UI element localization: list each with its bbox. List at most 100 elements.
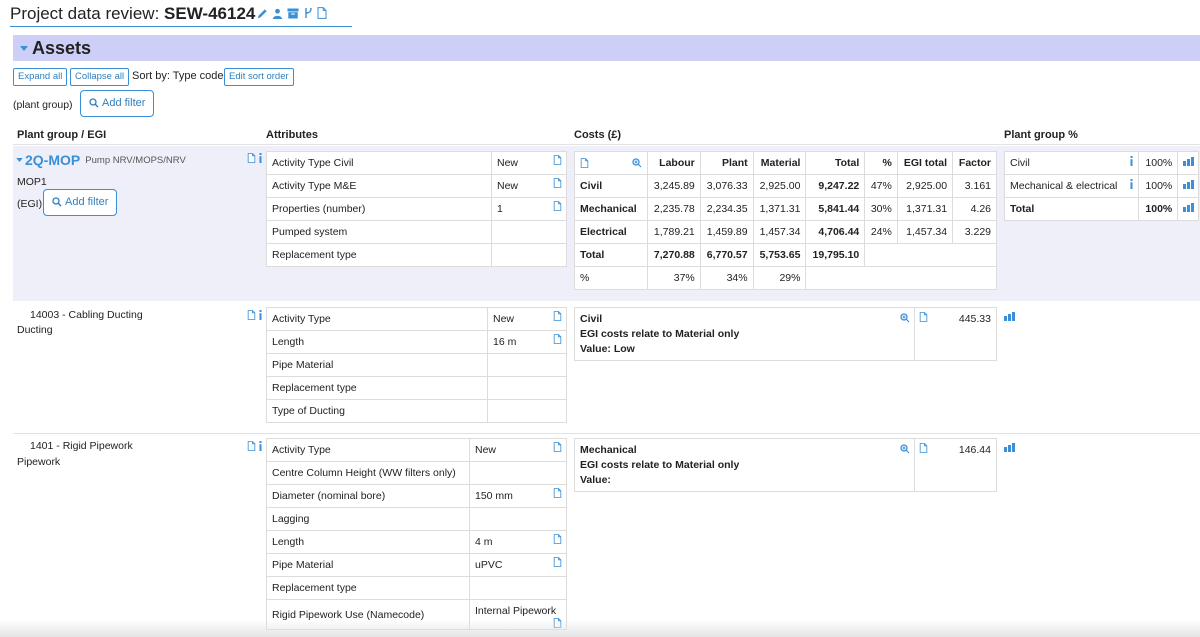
table-row: Activity Type New <box>266 438 567 462</box>
document-icon[interactable] <box>553 334 562 344</box>
table-row: Replacement type <box>266 576 567 600</box>
archive-icon[interactable] <box>287 8 299 19</box>
egi-filter-label: (EGI) <box>17 198 43 210</box>
cost-value: 445.33 <box>958 313 991 325</box>
table-row: Properties (number) 1 <box>266 197 567 221</box>
group-sub-label: MOP1 <box>17 176 47 188</box>
search-icon <box>52 197 62 207</box>
expand-all-button[interactable]: Expand all <box>13 68 68 86</box>
chart-icon[interactable] <box>1183 203 1194 212</box>
table-row: Mechanical & electrical 100% <box>1004 174 1199 198</box>
group-code[interactable]: 2Q-MOP <box>25 152 81 168</box>
egi-add-filter-button[interactable]: Add filter <box>43 189 118 216</box>
sort-by-label: Sort by: Type code <box>132 70 224 82</box>
document-icon[interactable] <box>553 442 562 452</box>
cost-note: Civil EGI costs relate to Material only … <box>580 313 740 355</box>
info-icon[interactable] <box>258 153 263 164</box>
document-icon[interactable] <box>553 311 562 321</box>
document-icon[interactable] <box>553 155 562 165</box>
group-description: Pump NRV/MOPS/NRV <box>85 154 186 166</box>
document-icon[interactable] <box>553 201 562 211</box>
item-title[interactable]: 14003 - Cabling Ducting <box>30 309 143 321</box>
table-row: Total 7,270.88 6,770.57 5,753.65 19,795.… <box>574 243 997 267</box>
table-row: Length 16 m <box>266 330 567 354</box>
plant-group-filter-label: (plant group) <box>13 99 73 111</box>
search-icon <box>89 98 99 108</box>
chart-icon[interactable] <box>1004 312 1015 321</box>
costs-table: Labour Plant Material Total % EGI total … <box>574 151 997 290</box>
item-cost-table: Mechanical EGI costs relate to Material … <box>574 438 997 492</box>
document-icon[interactable] <box>580 158 589 169</box>
table-row: Replacement type <box>266 243 567 267</box>
table-row: Pipe Material uPVC <box>266 553 567 577</box>
table-row: Length 4 m <box>266 530 567 554</box>
document-icon[interactable] <box>247 153 256 164</box>
document-icon[interactable] <box>553 178 562 188</box>
edit-sort-order-button[interactable]: Edit sort order <box>224 68 294 86</box>
collapse-all-button[interactable]: Collapse all <box>70 68 130 86</box>
table-row: Mechanical 2,235.78 2,234.35 1,371.31 5,… <box>574 197 997 221</box>
column-header-plant-group: Plant group / EGI <box>17 129 107 141</box>
chart-icon[interactable] <box>1004 443 1015 452</box>
item-attributes-table: Activity Type New Centre Column Height (W… <box>266 438 567 630</box>
table-row: Activity Type M&E New <box>266 174 567 198</box>
table-row: Civil 3,245.89 3,076.33 2,925.00 9,247.2… <box>574 174 997 198</box>
document-icon[interactable] <box>553 488 562 498</box>
column-header-attributes: Attributes <box>266 129 318 141</box>
item-icons <box>245 309 263 321</box>
document-icon[interactable] <box>919 312 928 322</box>
item-title[interactable]: 1401 - Rigid Pipework <box>30 440 133 452</box>
table-row: Civil 100% <box>1004 151 1199 175</box>
cost-note: Mechanical EGI costs relate to Material … <box>580 444 740 486</box>
group-attributes-table: Activity Type Civil New Activity Type M&E… <box>266 151 567 267</box>
info-icon[interactable] <box>1129 156 1134 166</box>
plant-group-pct-table: Civil 100% Mechanical & electrical 100% … <box>1004 151 1199 221</box>
item-icons <box>245 440 263 452</box>
table-row: Total 100% <box>1004 197 1199 221</box>
table-row: Replacement type <box>266 376 567 400</box>
zoom-in-icon[interactable] <box>900 444 910 454</box>
info-icon[interactable] <box>1129 179 1134 189</box>
header-divider <box>13 144 1200 145</box>
document-icon[interactable] <box>919 443 928 453</box>
document-icon[interactable] <box>317 7 327 19</box>
info-icon[interactable] <box>258 441 263 452</box>
caret-down-icon[interactable] <box>16 158 23 162</box>
page-title: Project data review: SEW-46124 <box>10 4 256 23</box>
page-title-bar: Project data review: SEW-46124 <box>10 4 352 27</box>
chart-icon[interactable] <box>1183 157 1194 166</box>
section-title: Assets <box>32 38 92 58</box>
table-row: Activity Type Civil New <box>266 151 567 175</box>
group-title[interactable]: 2Q-MOP Pump NRV/MOPS/NRV <box>16 152 186 168</box>
column-header-costs: Costs (£) <box>574 129 622 141</box>
table-row: Activity Type New <box>266 307 567 331</box>
info-icon[interactable] <box>258 310 263 321</box>
document-icon[interactable] <box>553 534 562 544</box>
table-row: Electrical 1,789.21 1,459.89 1,457.34 4,… <box>574 220 997 244</box>
item-attributes-table: Activity Type New Length 16 m Pipe Materia… <box>266 307 567 423</box>
table-row: Labour Plant Material Total % EGI total … <box>574 151 997 175</box>
chart-icon[interactable] <box>1183 180 1194 189</box>
table-row: % 37% 34% 29% <box>574 266 997 290</box>
table-row: Pipe Material <box>266 353 567 377</box>
document-icon[interactable] <box>247 441 256 452</box>
scroll-fade <box>0 620 1200 637</box>
row-divider <box>13 433 1200 434</box>
document-icon[interactable] <box>247 310 256 321</box>
item-subtitle: Pipework <box>17 456 61 468</box>
item-cost-table: Civil EGI costs relate to Material only … <box>574 307 997 361</box>
table-row: Lagging <box>266 507 567 531</box>
assets-section-header[interactable]: Assets <box>13 35 1200 61</box>
pencil-icon[interactable] <box>257 8 268 19</box>
table-row: Diameter (nominal bore) 150 mm <box>266 484 567 508</box>
item-subtitle: Ducting <box>17 324 53 336</box>
caret-down-icon[interactable] <box>20 46 28 51</box>
table-row: Centre Column Height (WW filters only) <box>266 461 567 485</box>
document-icon[interactable] <box>553 557 562 567</box>
column-header-plant-group-pct: Plant group % <box>1004 129 1078 141</box>
add-filter-button[interactable]: Add filter <box>80 90 155 117</box>
zoom-in-icon[interactable] <box>900 313 910 323</box>
user-icon[interactable] <box>272 8 283 19</box>
branch-icon[interactable] <box>304 7 313 19</box>
zoom-in-icon[interactable] <box>632 158 642 168</box>
